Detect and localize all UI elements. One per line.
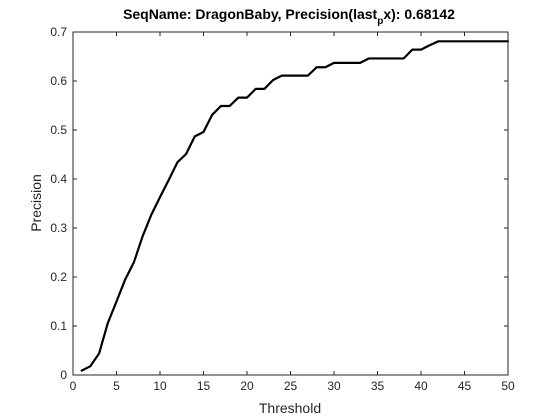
precision-line — [80, 40, 510, 372]
plot-area — [73, 32, 508, 375]
y-tick-label: 0.4 — [50, 172, 67, 186]
plot-frame — [72, 31, 509, 376]
x-tick-label: 10 — [153, 379, 167, 393]
x-tick-label: 25 — [284, 379, 298, 393]
data-series — [80, 40, 510, 372]
axis-ticks: 0 5 10 15 20 25 30 35 40 45 50 0 0.1 0.2 0.3 0.4 0.5 0.6 0… — [50, 25, 515, 393]
x-tick-label: 5 — [113, 379, 120, 393]
y-tick-label: 0.6 — [50, 74, 67, 88]
y-tick-label: 0.2 — [50, 270, 67, 284]
y-tick-label: 0.1 — [50, 319, 67, 333]
x-axis-label: Threshold — [259, 400, 321, 416]
x-tick-label: 45 — [458, 379, 472, 393]
x-tick-label: 0 — [70, 379, 77, 393]
chart-title-subscript: p — [377, 16, 383, 27]
x-tick-label: 40 — [414, 379, 428, 393]
chart-title-tail: x): 0.68142 — [383, 6, 455, 22]
x-tick-label: 20 — [240, 379, 254, 393]
y-axis-label: Precision — [28, 174, 44, 232]
y-tick-label: 0.5 — [50, 123, 67, 137]
y-tick-label: 0.7 — [50, 25, 67, 39]
x-tick-label: 30 — [327, 379, 341, 393]
x-tick-label: 15 — [197, 379, 211, 393]
y-tick-label: 0 — [60, 368, 67, 382]
chart-title-main: SeqName: DragonBaby, Precision(last — [123, 6, 377, 22]
y-tick-label: 0.3 — [50, 221, 67, 235]
x-tick-label: 50 — [501, 379, 515, 393]
chart-title: SeqName: DragonBaby, Precision(lastpx): … — [123, 6, 455, 27]
x-tick-label: 35 — [371, 379, 385, 393]
